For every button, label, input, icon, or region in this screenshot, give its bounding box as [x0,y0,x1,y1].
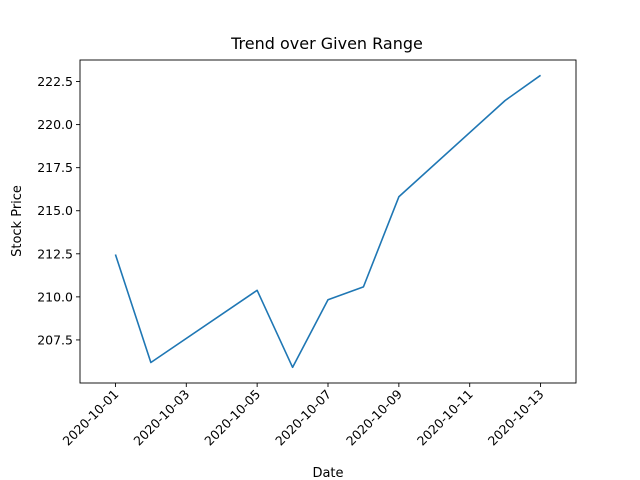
y-tick-label-1: 210.0 [37,289,73,304]
y-tick-label-0: 207.5 [37,332,73,347]
chart-title: Trend over Given Range [230,34,423,53]
series-line-0 [114,74,542,369]
y-tick-label-6: 222.5 [37,74,73,89]
y-tick-label-5: 220.0 [37,117,73,132]
x-axis-label: Date [312,466,343,480]
y-tick-label-4: 217.5 [37,160,73,175]
y-tick-label-2: 212.5 [37,246,73,261]
y-tick-label-3: 215.0 [37,203,73,218]
y-axis-label: Stock Price [10,185,25,257]
